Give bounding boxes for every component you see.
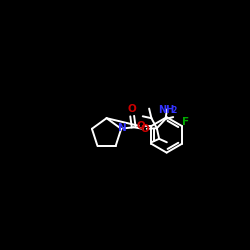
Text: N: N — [118, 123, 126, 133]
Text: NH: NH — [158, 105, 174, 115]
Text: O: O — [137, 121, 145, 131]
Text: O: O — [140, 124, 149, 134]
Text: 2: 2 — [172, 106, 177, 116]
Text: O: O — [128, 104, 136, 114]
Text: F: F — [182, 117, 189, 127]
